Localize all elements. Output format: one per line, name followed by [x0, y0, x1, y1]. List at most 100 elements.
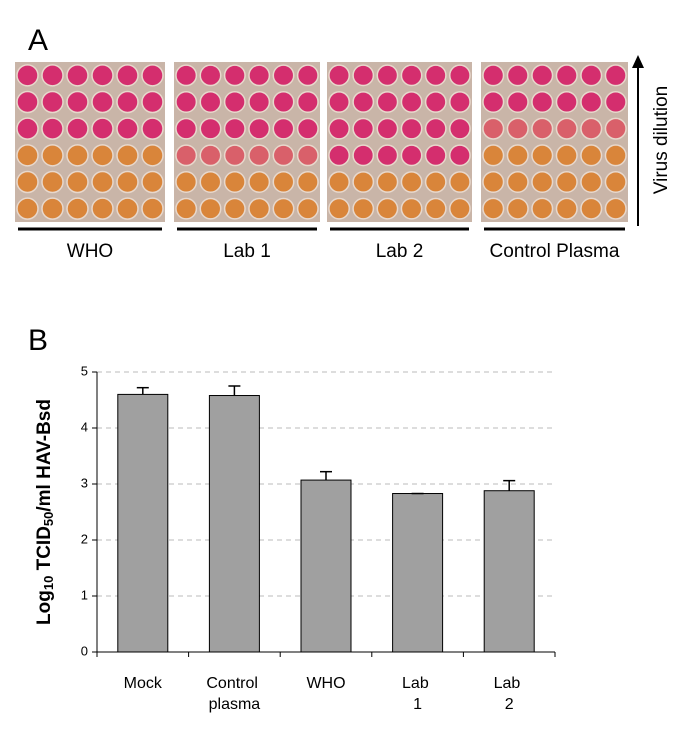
well	[272, 197, 295, 220]
well	[175, 144, 198, 167]
well	[296, 91, 319, 113]
well	[424, 64, 447, 87]
plate-label: WHO	[67, 241, 113, 262]
well	[604, 170, 627, 194]
well	[16, 64, 39, 87]
well	[296, 64, 319, 87]
well	[296, 144, 319, 167]
well	[223, 91, 246, 113]
well	[16, 117, 39, 140]
y-tick-label: 0	[81, 643, 88, 658]
well	[400, 117, 423, 140]
y-axis-label-part: Log	[34, 590, 55, 625]
well	[66, 64, 89, 87]
bar	[208, 395, 260, 653]
well	[555, 170, 578, 194]
well	[272, 64, 295, 87]
well	[141, 90, 164, 114]
well	[400, 197, 423, 220]
well	[352, 144, 375, 167]
well	[272, 91, 295, 113]
y-tick-label: 1	[81, 587, 88, 602]
well	[400, 171, 423, 193]
arrow-label: Virus dilution	[651, 86, 672, 194]
well	[248, 117, 271, 140]
well	[16, 170, 39, 194]
well	[91, 117, 114, 140]
well	[16, 144, 39, 167]
well	[272, 144, 295, 167]
well	[531, 144, 554, 167]
well	[199, 197, 222, 220]
chart: 0 1 2 3 4 5 Mock Control plasma WHO Lab 1 Lab 2 Log…	[34, 363, 556, 713]
well	[296, 117, 319, 140]
well	[116, 197, 139, 220]
well	[506, 170, 529, 194]
x-tick-label: Mock	[124, 675, 163, 692]
well	[400, 64, 423, 87]
well	[175, 64, 198, 87]
well	[116, 64, 139, 87]
well	[141, 197, 164, 220]
well	[248, 144, 271, 167]
well	[449, 197, 471, 220]
well	[328, 117, 350, 140]
well	[91, 144, 114, 167]
plates: WHO Lab 1 Lab 2 Control Plasma	[15, 62, 628, 262]
well	[116, 117, 139, 140]
well	[91, 64, 114, 87]
well	[531, 170, 554, 194]
well	[41, 90, 64, 114]
well	[604, 117, 627, 140]
well	[175, 171, 198, 193]
well	[272, 171, 295, 193]
well	[580, 64, 603, 87]
y-axis-label-part: TCID	[34, 526, 55, 576]
well	[66, 170, 89, 194]
well	[555, 117, 578, 140]
well	[482, 90, 505, 114]
well	[449, 117, 471, 140]
well	[223, 64, 246, 87]
well	[199, 117, 222, 140]
well	[296, 197, 319, 220]
plate-label: Lab 1	[223, 241, 271, 262]
well	[376, 91, 399, 113]
well	[41, 64, 64, 87]
well	[482, 117, 505, 140]
well	[352, 171, 375, 193]
y-axis-label-part: 10	[41, 576, 56, 590]
well	[141, 144, 164, 167]
well	[352, 64, 375, 87]
well	[223, 144, 246, 167]
well	[531, 117, 554, 140]
well	[272, 117, 295, 140]
well	[531, 90, 554, 114]
well	[66, 197, 89, 220]
arrow-head	[632, 55, 644, 68]
well	[223, 171, 246, 193]
well	[91, 170, 114, 194]
well	[41, 117, 64, 140]
panel-label: A	[28, 24, 48, 57]
well	[555, 144, 578, 167]
well	[116, 90, 139, 114]
well	[376, 171, 399, 193]
well	[116, 170, 139, 194]
well	[555, 90, 578, 114]
well	[296, 171, 319, 193]
well	[400, 144, 423, 167]
well	[482, 144, 505, 167]
well	[66, 117, 89, 140]
well	[531, 64, 554, 87]
well	[175, 197, 198, 220]
plate	[327, 62, 472, 222]
well	[506, 197, 529, 220]
plate	[481, 62, 628, 222]
well	[555, 197, 578, 220]
well	[199, 144, 222, 167]
y-tick-label: 3	[81, 475, 88, 490]
well	[424, 144, 447, 167]
x-tick-label: Control plasma	[206, 675, 262, 713]
